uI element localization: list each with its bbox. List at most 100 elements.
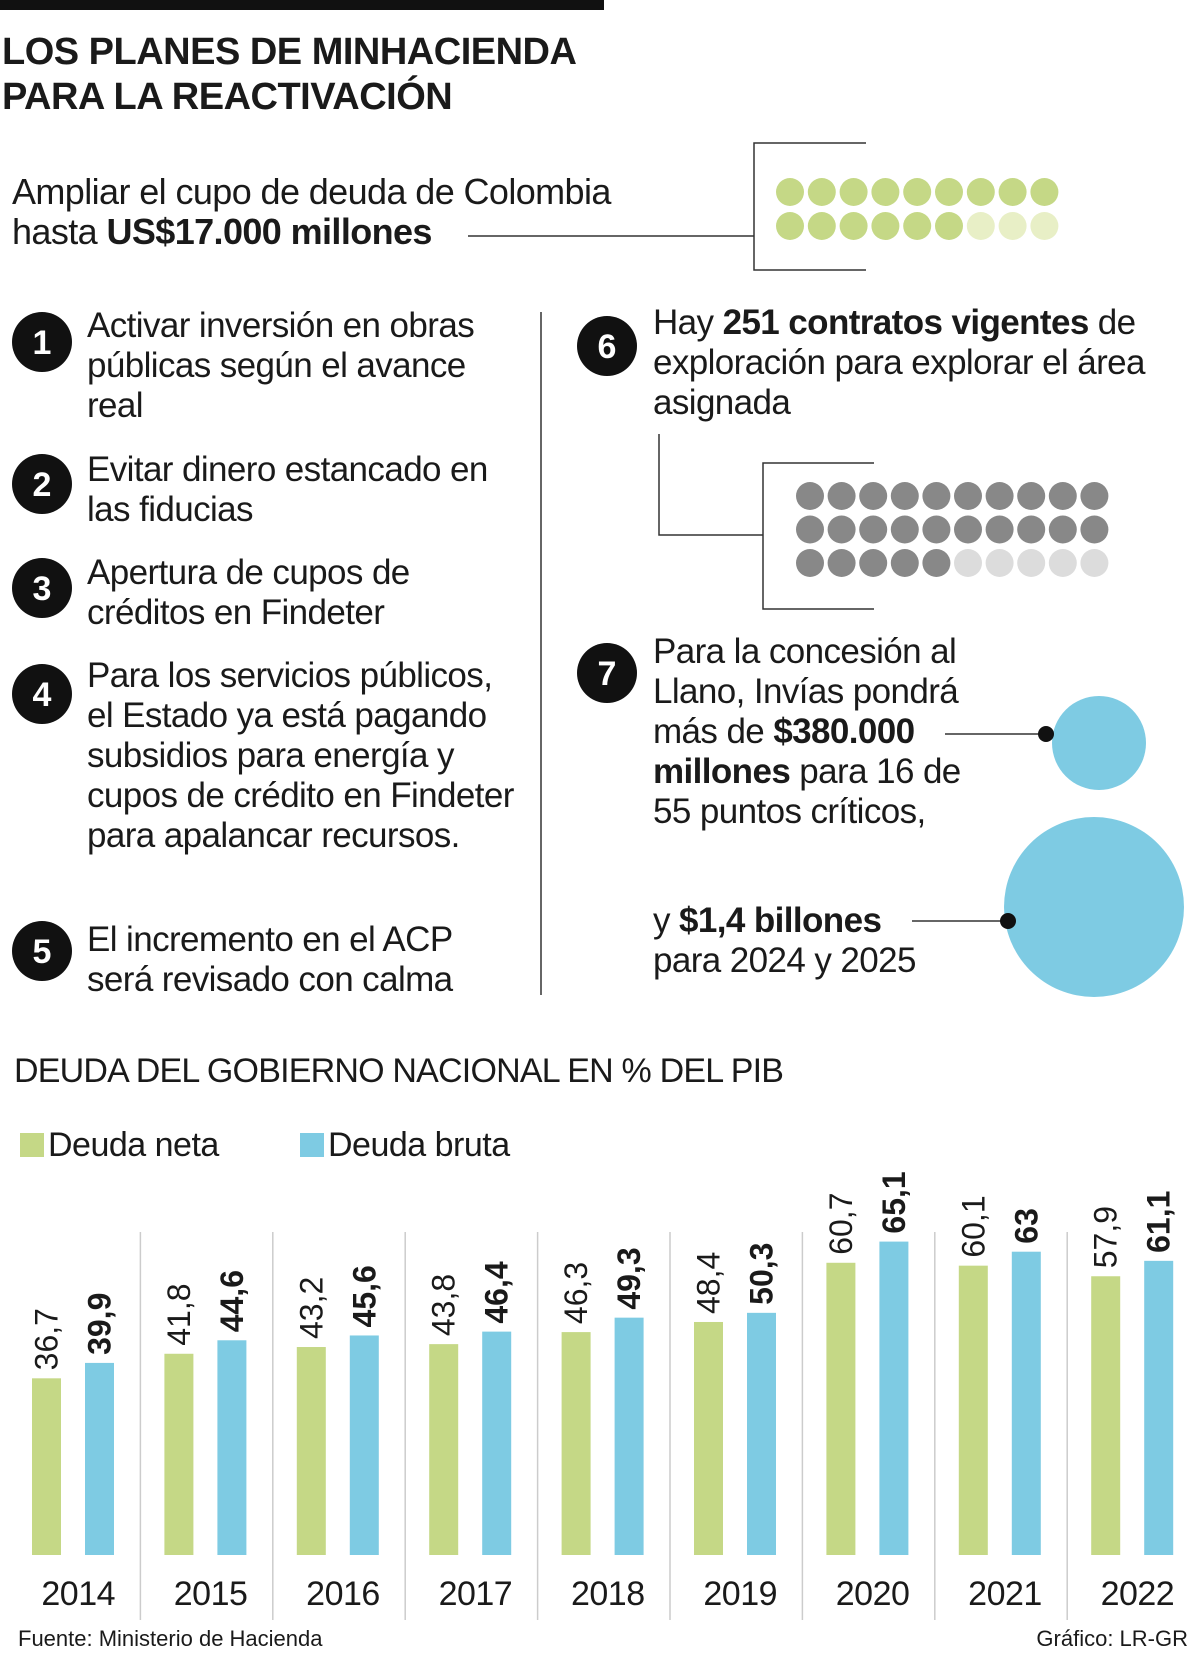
text: Hay: [653, 303, 723, 342]
dot: [966, 212, 995, 240]
bar: [614, 1317, 644, 1555]
dot: [859, 515, 888, 544]
dot: [1038, 726, 1054, 742]
item-text: Hay 251 contratos vigentes de exploració…: [653, 303, 1153, 423]
number-badge: [577, 316, 637, 376]
bar: [1011, 1251, 1041, 1555]
circle-large: [1004, 817, 1184, 997]
bar: [1144, 1260, 1174, 1555]
x-tick-label: 2016: [306, 1575, 380, 1613]
text: Apertura de cupos de créditos en Findete…: [87, 553, 410, 632]
bar: [85, 1362, 114, 1555]
value-label: 46,4: [479, 1261, 515, 1323]
number-badge: [12, 454, 72, 514]
bar: [1091, 1276, 1121, 1555]
bar: [32, 1378, 61, 1555]
text: Evitar dinero estancado en las fiducias: [87, 450, 488, 529]
dot: [859, 482, 888, 510]
dot: [807, 178, 836, 206]
title: LOS PLANES DE MINHACIENDA PARA LA REACTI…: [2, 31, 576, 118]
bar: [747, 1312, 776, 1555]
dot: [922, 549, 951, 577]
dot: [954, 549, 982, 577]
dot: [890, 482, 919, 510]
dot: [827, 482, 856, 510]
dot: [776, 212, 804, 240]
dot: [1048, 482, 1077, 510]
bar: [826, 1262, 856, 1555]
number-badge: [12, 558, 72, 618]
item-text: Activar inversión en obras públicas segú…: [87, 306, 517, 426]
number-badge: [12, 312, 72, 372]
bar: [429, 1344, 459, 1555]
value-label: 44,6: [214, 1270, 250, 1332]
value-label: 48,4: [691, 1252, 727, 1314]
bar: [879, 1241, 909, 1555]
dot: [903, 178, 932, 206]
number-badge: [12, 921, 72, 981]
x-tick-label: 2014: [41, 1575, 115, 1613]
number-badge: [12, 664, 72, 724]
dot: [935, 212, 963, 240]
x-tick-label: 2019: [703, 1575, 777, 1613]
bold-text: $1,4 billones: [679, 901, 882, 940]
dot: [796, 515, 824, 544]
x-tick-label: 2017: [439, 1575, 513, 1613]
bar: [296, 1347, 326, 1555]
dot: [796, 549, 824, 577]
value-label: 36,7: [29, 1308, 65, 1370]
value-label: 60,7: [823, 1192, 859, 1254]
top-rule: [0, 0, 604, 10]
dot: [1080, 549, 1109, 577]
source: Fuente: Ministerio de Hacienda: [18, 1626, 323, 1651]
value-label: 61,1: [1141, 1191, 1177, 1253]
x-tick-label: 2022: [1101, 1575, 1175, 1613]
dot: [871, 212, 900, 240]
bar: [217, 1340, 247, 1555]
dot: [1030, 178, 1059, 206]
item-text: Para la concesión al Llano, Invías pondr…: [653, 632, 963, 832]
value-label: 43,8: [426, 1274, 462, 1336]
bar: [482, 1331, 512, 1555]
value-label: 63: [1008, 1208, 1044, 1244]
dot: [998, 178, 1027, 206]
dot: [903, 212, 932, 240]
value-label: 39,9: [82, 1293, 118, 1355]
dot: [1017, 515, 1046, 544]
bold-text: US$17.000 millones: [106, 211, 432, 252]
connectors: [468, 142, 1046, 995]
dot: [985, 482, 1014, 510]
text: Activar inversión en obras públicas segú…: [87, 306, 475, 425]
dot: [1048, 515, 1077, 544]
bold-text: $380.000 millones: [653, 712, 915, 791]
bold-text: 251 contratos vigentes: [722, 303, 1090, 342]
text: para 2024 y 2025: [653, 941, 916, 980]
dot: [1000, 913, 1016, 929]
value-label: 45,6: [346, 1265, 382, 1327]
dot: [954, 515, 982, 544]
dot: [1048, 549, 1077, 577]
text: de exploración para explorar el área asi…: [653, 303, 1145, 422]
dot: [954, 482, 982, 510]
text: Para los servicios públicos, el Estado y…: [87, 656, 514, 855]
legend-swatch: [300, 1133, 324, 1157]
dot: [776, 178, 804, 206]
number-label: 6: [598, 328, 617, 366]
dot: [807, 212, 836, 240]
dot: [985, 515, 1014, 544]
legend-label: Deuda neta: [48, 1126, 219, 1164]
value-label: 65,1: [876, 1171, 912, 1233]
dot: [890, 549, 919, 577]
credit: Gráfico: LR-GR: [1036, 1626, 1188, 1651]
value-label: 60,1: [955, 1195, 991, 1257]
number-label: 7: [598, 655, 617, 693]
dot: [985, 549, 1014, 577]
bar: [694, 1321, 723, 1555]
x-tick-label: 2020: [836, 1575, 910, 1613]
value-label: 50,3: [744, 1243, 780, 1305]
dot: [998, 212, 1027, 240]
item-text: y $1,4 billones para 2024 y 2025: [653, 901, 943, 981]
dot: [922, 482, 951, 510]
